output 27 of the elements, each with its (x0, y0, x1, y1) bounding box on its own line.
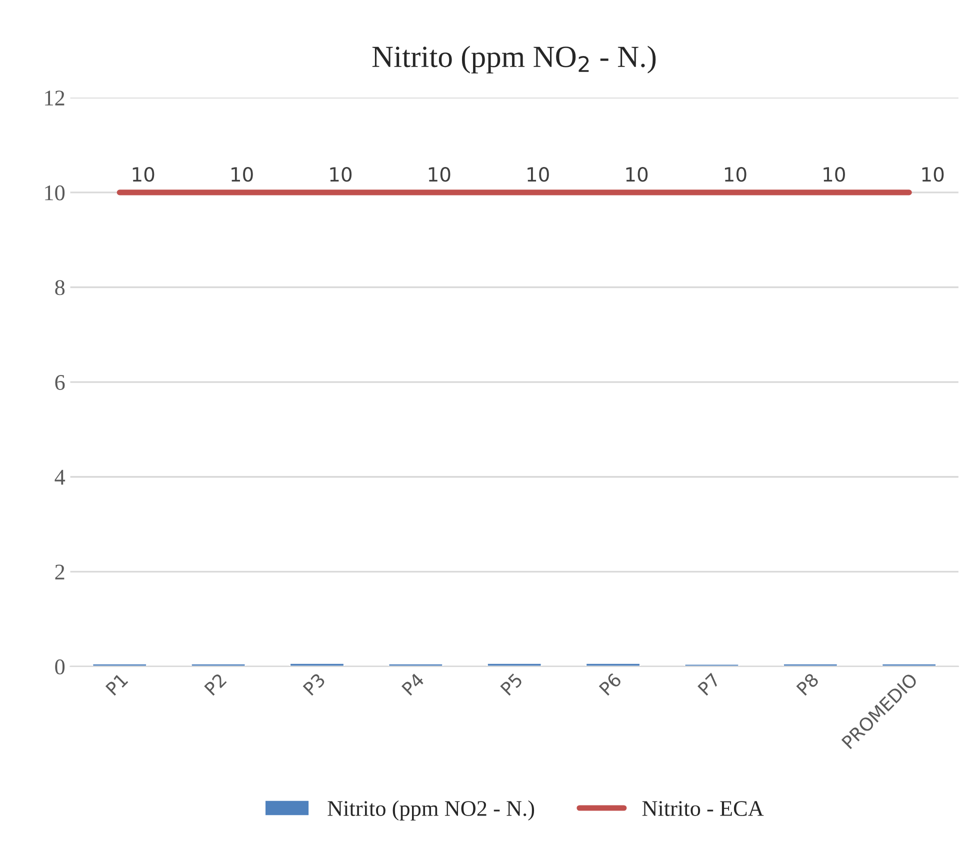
data-label: 10 (232, 167, 253, 182)
x-tick-label: P4 (401, 672, 425, 696)
y-tick-label: 2 (55, 564, 64, 580)
data-label: 10 (922, 167, 944, 182)
x-tick-label: P1 (105, 672, 128, 696)
data-label: 10 (824, 167, 845, 182)
x-tick-label: P3 (302, 672, 326, 696)
y-tick-label: 4 (54, 470, 66, 485)
y-tick-label: 6 (55, 375, 65, 390)
y-tick-label: 12 (45, 90, 64, 106)
data-label: 10 (132, 167, 154, 182)
legend-label: Nitrito - ECA (642, 801, 764, 816)
data-label: 10 (724, 167, 746, 182)
chart-title: Nitrito (ppm NO$_{2}$ - N.) (372, 46, 656, 74)
y-tick-label: 10 (45, 185, 65, 200)
y-tick-label: 8 (55, 280, 65, 296)
x-tick-label: P2 (204, 672, 227, 696)
data-label: 10 (428, 167, 450, 182)
legend-label: Nitrito (ppm NO2 - N.) (328, 800, 534, 821)
x-tick-label: P5 (500, 672, 524, 696)
y-tick-label: 0 (55, 659, 65, 674)
x-tick-label: P8 (796, 672, 820, 696)
data-label: 10 (330, 167, 352, 182)
data-label: 10 (528, 167, 549, 182)
x-tick-label: P7 (698, 672, 720, 696)
data-label: 10 (626, 167, 648, 182)
x-tick-label: P6 (598, 672, 622, 696)
